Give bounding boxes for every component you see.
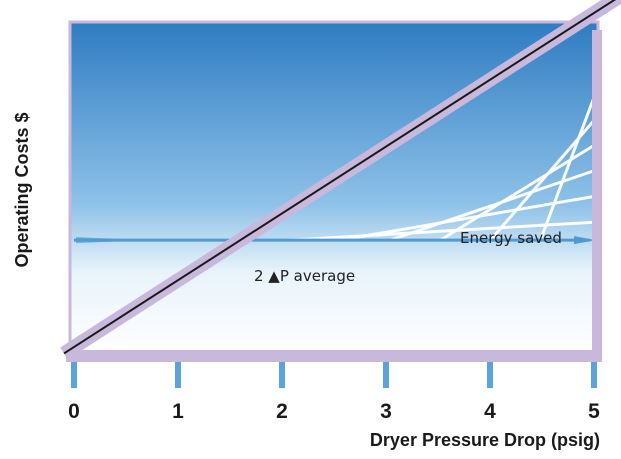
x-tick-label-4: 4 (484, 400, 496, 423)
energy-saved-label: Energy saved (460, 229, 562, 247)
x-tick-label-2: 2 (276, 400, 288, 423)
average-arrow-group (74, 236, 596, 245)
x-tick-1 (175, 362, 181, 388)
x-axis-bar (66, 350, 602, 362)
x-tick-label-3: 3 (380, 400, 392, 423)
x-tick-label-group: 0 1 2 3 4 5 (68, 400, 600, 423)
cost-line-group (60, 0, 621, 360)
x-tick-0 (71, 362, 77, 388)
cost-line (63, 0, 617, 355)
x-tick-label-0: 0 (68, 400, 80, 423)
average-arrow-tail (76, 237, 150, 244)
x-tick-2 (279, 362, 285, 388)
x-tick-group (71, 362, 597, 388)
x-tick-3 (383, 362, 389, 388)
x-tick-5 (591, 362, 597, 388)
average-label: 2 ▲P average (254, 267, 355, 285)
x-axis-title: Dryer Pressure Drop (psig) (370, 430, 600, 450)
x-tick-label-5: 5 (588, 400, 600, 423)
y-axis-title: Operating Costs $ (12, 112, 32, 267)
x-tick-4 (487, 362, 493, 388)
right-axis-bar (592, 30, 602, 362)
energy-saved-hatch-group (290, 91, 598, 242)
energy-saved-hatch (538, 91, 598, 241)
x-tick-label-1: 1 (172, 400, 184, 423)
average-arrow-head (574, 236, 596, 245)
